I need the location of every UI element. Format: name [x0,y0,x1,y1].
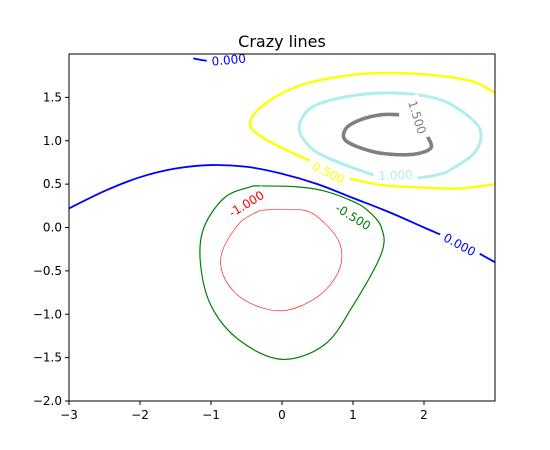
y-tick-label: 0.5 [43,177,62,191]
contour-label-0.000: 0.000 [211,52,246,69]
contour-label-0.000: 0.000 [441,231,478,260]
plot-frame [68,53,496,402]
x-tick-label: 1 [349,408,357,422]
contour-label-1.500: 1.500 [405,99,429,136]
contour-line-1.500-0 [341,112,434,157]
contour-label-bg [403,93,432,141]
contour-line-0.500-0 [248,71,495,190]
contour-label-bg [436,227,483,262]
y-tick-label: 1.5 [43,90,62,104]
x-tick-label: −3 [60,408,78,422]
contour-label-bg [305,156,352,189]
chart-title: Crazy lines [238,32,326,51]
contour-series-1.000: 1.000 [297,91,483,184]
y-tick-label: −1.5 [33,351,62,365]
x-tick-label: −1 [202,408,220,422]
contour-line--1.000-0 [220,208,343,312]
contour-series--1.000: -1.000 [220,185,343,312]
contour-label-bg [223,185,269,222]
contour-line--0.500-0 [199,185,385,360]
contour-line-0.000-0 [69,164,495,263]
y-tick-label: 1.0 [43,134,62,148]
x-axis: −3 −2 −1 0 1 2 [60,401,428,422]
x-tick-label: −2 [131,408,149,422]
contour-label-bg [206,54,252,70]
y-tick-label: −1.0 [33,307,62,321]
y-axis: −2.0 −1.5 −1.0 −0.5 0.0 0.5 1.0 1.5 [33,90,69,408]
x-tick-label: 0 [278,408,286,422]
y-tick-label: 0.0 [43,221,62,235]
contour-series-0.500: 0.500 [248,71,495,190]
contour-series-1.500: 1.500 [341,93,434,157]
contour-label--0.500: -0.500 [333,201,373,233]
y-tick-label: −0.5 [33,264,62,278]
contour-label-bg [330,198,376,235]
contour-series-0.000: 0.000 0.000 [69,52,495,263]
x-tick-label: 2 [420,408,428,422]
contour-label-bg [373,166,418,184]
contour-label-1.000: 1.000 [378,168,413,184]
y-tick-label: −2.0 [33,394,62,408]
